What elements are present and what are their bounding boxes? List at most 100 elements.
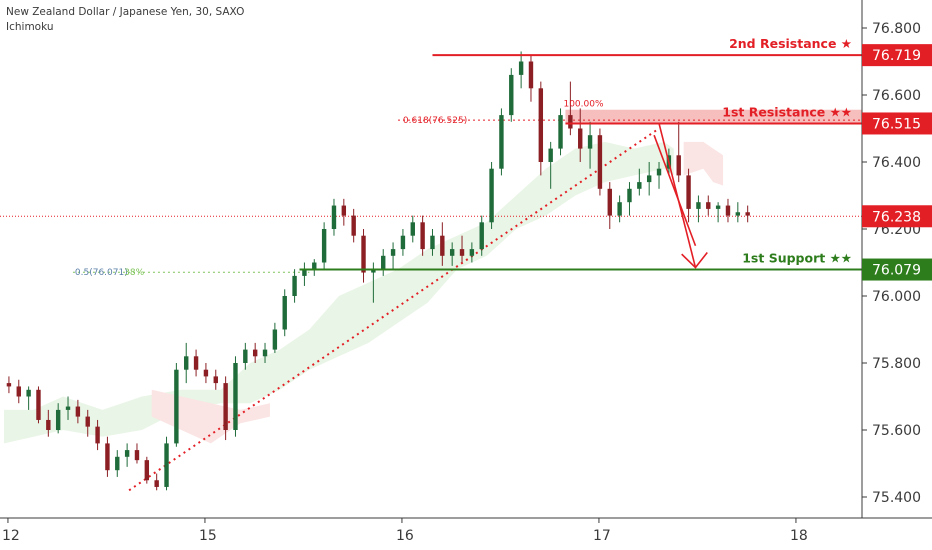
candle	[36, 386, 41, 424]
candle	[312, 259, 317, 276]
candle-body	[656, 168, 662, 176]
candle	[518, 51, 524, 89]
candle	[321, 222, 327, 270]
candle	[469, 242, 475, 263]
candle	[26, 386, 31, 410]
fib-618-label: 0.618(76.525)	[403, 116, 467, 126]
price-tag-1st-support-text: 76.079	[872, 263, 921, 279]
candle-body	[509, 74, 514, 116]
fib-100-label: 100.00%	[563, 100, 603, 110]
y-tick-label: 76.400	[872, 155, 921, 171]
candle	[430, 229, 435, 256]
candle	[597, 128, 603, 196]
candle	[16, 379, 21, 404]
candle	[174, 363, 179, 447]
candle-body	[203, 369, 209, 377]
candle-body	[459, 249, 465, 256]
candle	[223, 376, 228, 441]
cloud-red	[151, 389, 270, 444]
candle-body	[95, 426, 100, 444]
candle	[361, 229, 366, 283]
candle	[686, 168, 691, 223]
candle-body	[617, 202, 622, 216]
candle-body	[587, 135, 593, 149]
candle	[184, 342, 189, 384]
candle	[381, 249, 386, 276]
candle-body	[538, 88, 544, 162]
candle-body	[696, 202, 701, 209]
projection-line	[658, 123, 697, 268]
candle-body	[578, 128, 583, 149]
candle-body	[302, 269, 307, 276]
candle	[262, 342, 268, 363]
candle-body	[597, 135, 603, 189]
candle	[509, 68, 514, 122]
candle-body	[213, 376, 218, 384]
candle	[341, 198, 347, 226]
candle	[449, 242, 455, 266]
candle-body	[469, 249, 475, 256]
candle	[735, 202, 741, 223]
candle-body	[745, 212, 750, 216]
candle	[617, 195, 622, 223]
candle-body	[518, 61, 524, 75]
candle-body	[124, 450, 130, 457]
candle	[331, 198, 337, 236]
candle-body	[16, 386, 21, 397]
candle	[656, 162, 662, 189]
candle	[46, 409, 51, 437]
candle-body	[430, 235, 435, 250]
candle	[400, 229, 406, 256]
candle-body	[568, 115, 573, 129]
candle	[55, 403, 61, 434]
candle-body	[341, 205, 347, 216]
candle-body	[292, 275, 297, 296]
candle-body	[637, 182, 642, 189]
candle	[124, 443, 130, 467]
candle	[489, 162, 494, 229]
candle	[144, 456, 150, 484]
candle-body	[55, 409, 61, 430]
candle	[213, 369, 218, 390]
candle	[115, 450, 120, 477]
price-tag-current-text: 76.238	[872, 209, 921, 225]
candle-body	[528, 61, 534, 89]
candle-body	[558, 115, 563, 149]
candle-body	[154, 480, 159, 487]
candle-body	[312, 262, 317, 270]
candle-body	[331, 205, 337, 229]
candle	[459, 235, 465, 263]
candle	[105, 436, 110, 477]
candle	[528, 54, 534, 102]
candle-body	[36, 389, 41, 420]
candle	[282, 289, 287, 337]
candle-body	[105, 443, 110, 471]
candle-body	[420, 222, 425, 250]
candle	[578, 108, 583, 162]
candle	[351, 208, 356, 243]
candle	[272, 322, 278, 353]
candle	[75, 399, 81, 424]
candle-body	[164, 443, 169, 487]
candle	[607, 182, 612, 229]
candle	[252, 342, 258, 363]
candle-body	[735, 212, 741, 216]
x-tick-label: 15	[199, 528, 217, 544]
indicator-label: Ichimoku	[6, 21, 54, 33]
candle	[696, 195, 701, 223]
candle	[499, 108, 504, 176]
candle	[193, 349, 199, 377]
price-tag-current-bg	[862, 205, 932, 228]
candle-body	[479, 222, 484, 250]
y-tick-label: 75.400	[872, 490, 921, 506]
candle-body	[193, 356, 199, 370]
candle	[233, 356, 238, 437]
candle-body	[548, 148, 553, 162]
level-label-2: 1st Support ★★	[742, 251, 852, 266]
candle-body	[449, 249, 455, 256]
candle-body	[351, 215, 356, 236]
projection-arrow	[653, 134, 697, 247]
y-tick-label: 76.000	[872, 289, 921, 305]
candle-body	[676, 155, 681, 176]
